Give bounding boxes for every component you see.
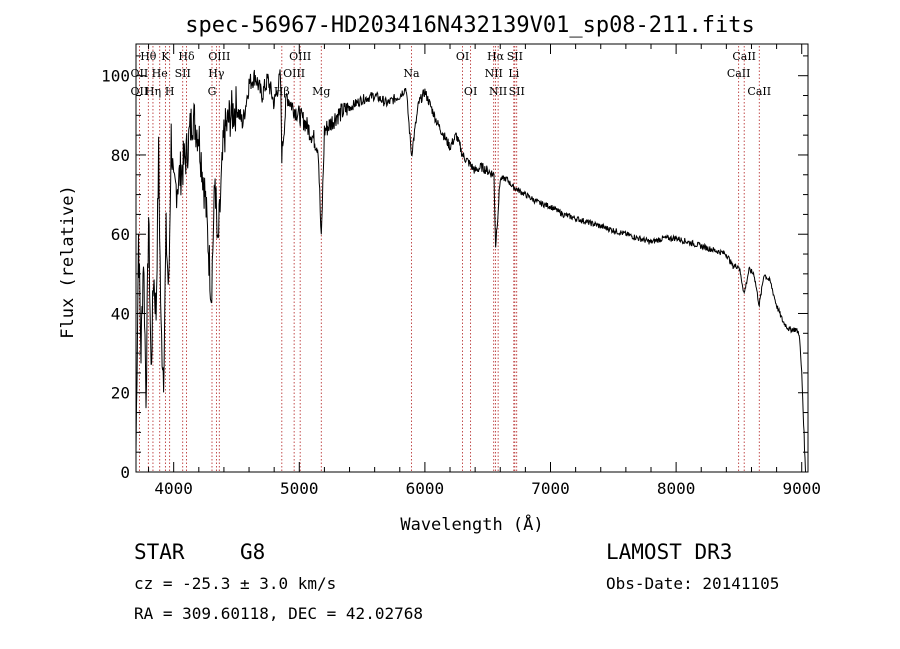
y-tick-label: 60 [111,225,130,244]
line-label: Hθ [140,50,157,63]
object-class: STAR [134,540,185,564]
line-label: He [152,67,168,80]
line-label: OI [464,85,477,98]
x-tick-label: 8000 [657,479,696,498]
line-label: H [165,85,175,98]
line-label: G [208,85,217,98]
line-label: OIII [208,50,230,63]
redshift-cz: cz = -25.3 ± 3.0 km/s [134,574,337,593]
line-label: NII [485,67,503,80]
line-label: OII [131,85,149,98]
coordinates: RA = 309.60118, DEC = 42.02768 [134,604,423,623]
y-tick-label: 0 [120,463,130,482]
x-axis-label: Wavelength (Å) [400,513,543,535]
line-label: K [161,50,170,63]
y-tick-label: 100 [101,67,130,86]
y-tick-label: 80 [111,146,130,165]
chart-title: spec-56967-HD203416N432139V01_sp08-211.f… [185,13,755,38]
line-label: Mg [312,85,330,98]
x-axis-ticks: 4000 5000 6000 7000 8000 9000 [148,44,821,498]
line-label: CaII [747,85,771,98]
line-label: Hγ [208,67,225,80]
line-label: OIII [289,50,311,63]
spectrum-line [135,69,806,473]
line-label: CaII [727,67,751,80]
x-tick-label: 5000 [280,479,319,498]
line-label: SII [175,67,191,80]
line-label: CaII [732,50,756,63]
survey-name: LAMOST DR3 [606,540,733,564]
y-axis-ticks: 0 20 40 60 80 100 [101,55,808,482]
object-subclass: G8 [240,540,266,564]
y-tick-label: 40 [111,304,130,323]
plot-frame [135,43,809,473]
observation-date: Obs-Date: 20141105 [606,574,780,593]
line-label: Li [508,67,519,80]
line-label: OI [456,50,469,63]
line-label: Hα [487,50,505,63]
x-tick-label: 7000 [531,479,570,498]
x-tick-label: 6000 [406,479,445,498]
line-label: Hη [145,85,161,98]
line-label: OIII [283,67,305,80]
x-tick-label: 9000 [782,479,821,498]
line-label: OII [131,67,149,80]
y-axis-label: Flux (relative) [58,185,78,339]
line-label: SII [507,50,523,63]
line-label: Hδ [178,50,195,63]
y-tick-label: 20 [111,384,130,403]
x-tick-label: 4000 [154,479,193,498]
line-label: Na [403,67,420,80]
line-label: NII [489,85,507,98]
line-label: SII [509,85,525,98]
